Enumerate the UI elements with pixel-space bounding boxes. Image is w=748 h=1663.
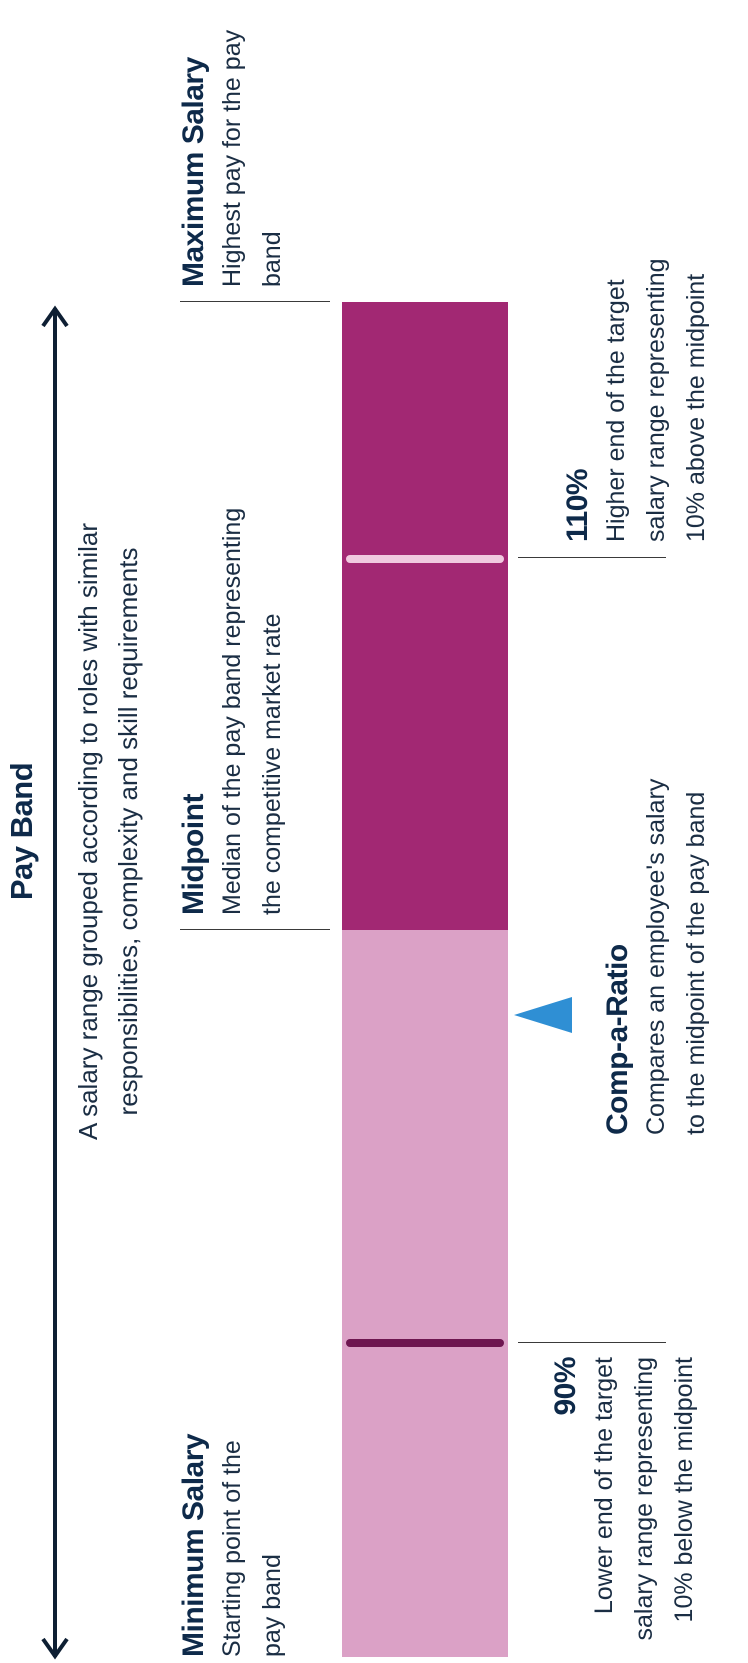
subtitle-line-1: A salary range grouped according to role… [73,522,103,1141]
minimum-salary-line-2: pay band [258,1554,286,1657]
comp-a-ratio-line-2: to the midpoint of the pay band [682,791,710,1135]
comp-a-ratio-heading: Comp-a-Ratio [601,944,634,1135]
p110-divider [518,557,666,558]
maximum-divider [180,301,330,302]
midpoint-line-1: Median of the pay band representing [218,507,246,915]
midpoint-line-2: the competitive market rate [258,613,286,915]
subtitle: A salary range grouped according to role… [68,0,148,1663]
marker-90-percent [346,1339,504,1347]
comp-a-ratio-line-1: Compares an employee's salary [642,778,670,1135]
p110-heading: 110% [561,468,594,542]
triangle-pointer-icon [514,997,572,1033]
p110-label: 110% Higher end of the target salary ran… [560,162,716,543]
midpoint-label: Midpoint Median of the pay band represen… [176,455,292,915]
midpoint-divider [180,929,330,930]
double-headed-arrow-icon [41,305,69,1660]
maximum-salary-line-1: Highest pay for the pay [218,29,246,287]
maximum-salary-heading: Maximum Salary [177,57,210,287]
pay-band-upper-half [342,302,508,930]
pay-band-lower-half [342,930,508,1657]
minimum-salary-line-1: Starting point of the [218,1440,246,1657]
p90-line-2: salary range representing [630,1357,658,1641]
maximum-salary-label: Maximum Salary Highest pay for the pay b… [176,0,292,287]
p90-label: 90% Lower end of the target salary range… [548,1357,704,1657]
p90-line-1: Lower end of the target [590,1357,618,1615]
midpoint-heading: Midpoint [177,794,210,915]
subtitle-line-2: responsibilities, complexity and skill r… [113,547,143,1116]
p110-line-3: 10% above the midpoint [682,273,710,542]
p110-line-1: Higher end of the target [602,279,630,542]
comp-a-ratio-label: Comp-a-Ratio Compares an employee's sala… [600,655,716,1135]
minimum-salary-label: Minimum Salary Starting point of the pay… [176,1357,292,1657]
p90-line-3: 10% below the midpoint [670,1357,698,1623]
maximum-salary-line-2: band [258,231,286,287]
minimum-salary-heading: Minimum Salary [177,1433,210,1657]
p90-heading: 90% [549,1357,582,1416]
p110-line-2: salary range representing [642,258,670,543]
p90-divider [518,1342,666,1343]
marker-110-percent [346,555,504,563]
